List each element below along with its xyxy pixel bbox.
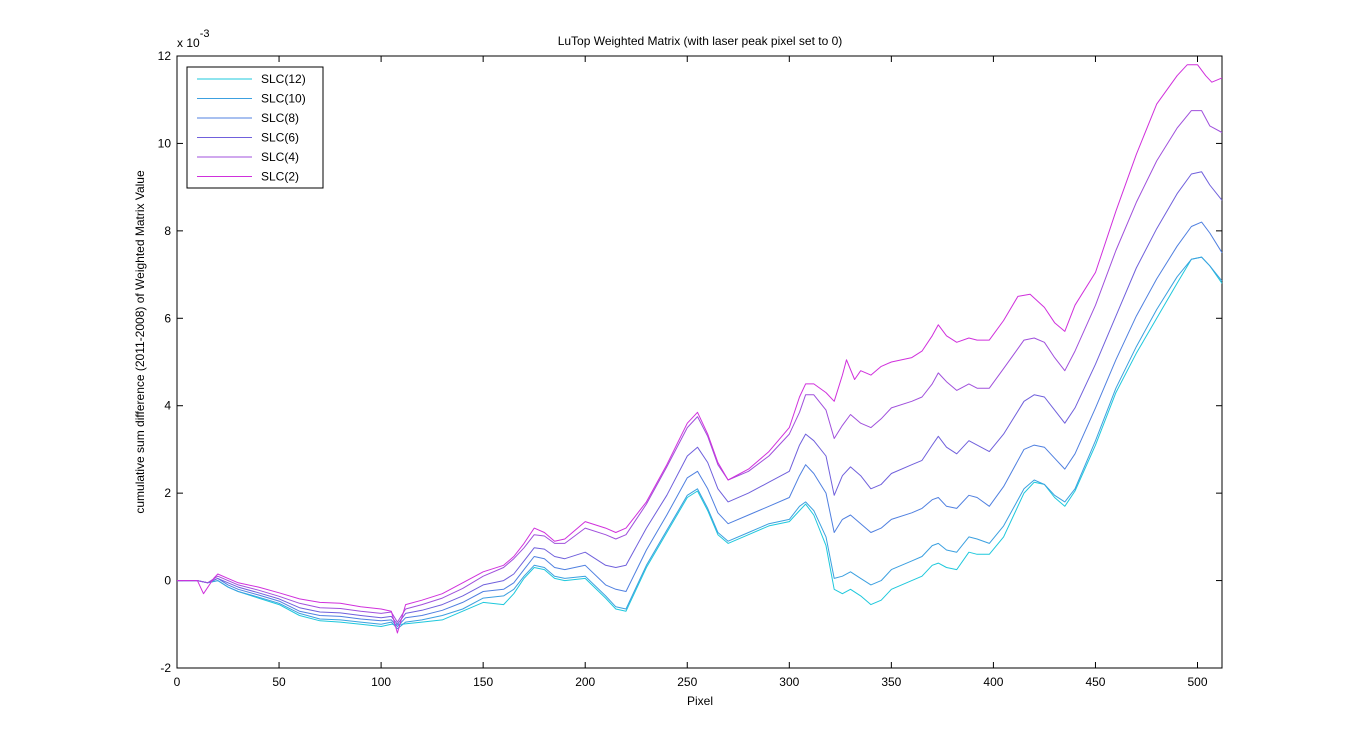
x-tick-label: 250 — [677, 675, 697, 689]
legend-label: SLC(10) — [261, 92, 306, 106]
legend-label: SLC(6) — [261, 131, 299, 145]
series-line-slc-6 — [177, 171, 1223, 625]
y-tick-label: 12 — [158, 49, 172, 63]
y-tick-label: 4 — [164, 399, 171, 413]
x-tick-label: 0 — [174, 675, 181, 689]
series-line-slc-10 — [177, 256, 1223, 630]
y-tick-label: 10 — [158, 136, 172, 150]
series-line-slc-2 — [177, 64, 1223, 634]
x-tick-label: 200 — [575, 675, 595, 689]
x-tick-label: 450 — [1085, 675, 1105, 689]
series-line-slc-4 — [177, 110, 1223, 623]
chart-title: LuTop Weighted Matrix (with laser peak p… — [558, 34, 843, 48]
y-tick-label: 6 — [164, 311, 171, 325]
x-tick-label: 300 — [779, 675, 799, 689]
x-axis-title: Pixel — [687, 694, 713, 708]
legend-label: SLC(12) — [261, 72, 306, 86]
plot-area — [176, 55, 1223, 669]
x-tick-label: 50 — [272, 675, 286, 689]
series-line-slc-12 — [177, 256, 1223, 627]
plot-frame — [176, 55, 1223, 669]
legend-label: SLC(8) — [261, 111, 299, 125]
y-tick-label: 2 — [164, 486, 171, 500]
legend-label: SLC(2) — [261, 170, 299, 184]
y-tick-label: 0 — [164, 574, 171, 588]
y-axis: -2 0 2 4 6 8 10 12 — [158, 49, 1222, 675]
legend: SLC(12) SLC(10) SLC(8) SLC(6) SLC(4) SLC(2) — [186, 66, 324, 189]
y-multiplier-exponent: -3 — [200, 28, 210, 40]
series-line-slc-8 — [177, 221, 1223, 627]
series-lines — [177, 64, 1223, 634]
x-tick-label: 400 — [983, 675, 1003, 689]
legend-label: SLC(4) — [261, 150, 299, 164]
y-tick-label: -2 — [160, 661, 171, 675]
legend-box — [186, 66, 324, 189]
x-tick-label: 100 — [371, 675, 391, 689]
x-tick-label: 350 — [881, 675, 901, 689]
x-tick-label: 150 — [473, 675, 493, 689]
y-multiplier: x 10-3 — [177, 28, 209, 50]
x-tick-label: 500 — [1187, 675, 1207, 689]
y-tick-label: 8 — [164, 224, 171, 238]
y-axis-title: cumulative sum difference (2011-2008) of… — [133, 170, 147, 514]
x-axis: 0 50 100 150 200 250 300 350 400 450 500 — [174, 56, 1208, 689]
